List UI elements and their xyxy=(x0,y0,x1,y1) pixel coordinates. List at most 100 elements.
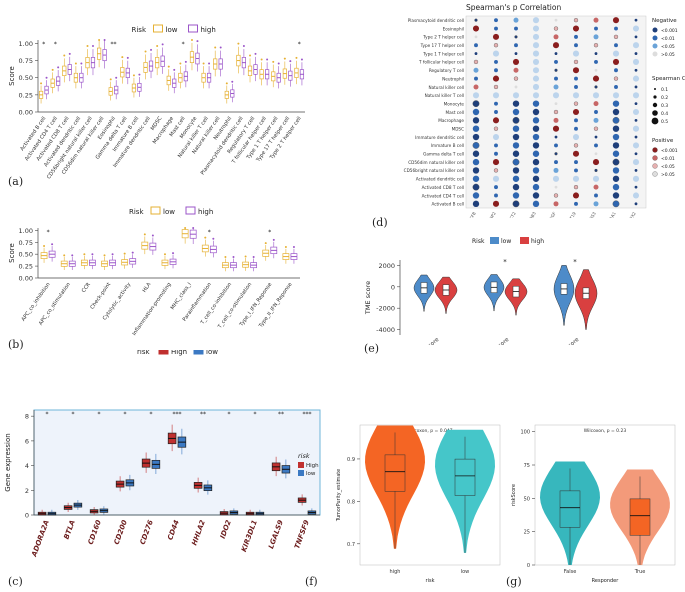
legend-positive-label: <0.05 xyxy=(661,164,675,170)
legend-negative-swatch xyxy=(652,27,658,33)
panel-label-c: (c) xyxy=(8,575,23,588)
correlation-dot xyxy=(514,85,518,89)
correlation-dot xyxy=(632,175,640,182)
correlation-dot xyxy=(594,168,598,173)
correlation-dot xyxy=(572,67,580,74)
outlier-high xyxy=(254,52,257,55)
correlation-dot xyxy=(472,25,480,32)
outlier-high xyxy=(115,76,118,79)
outlier-high xyxy=(51,243,54,246)
correlation-dot xyxy=(572,150,580,157)
row-label: Type 1 T helper cell xyxy=(422,51,464,56)
correlation-dot xyxy=(632,25,640,32)
outlier-low xyxy=(143,233,146,236)
panel-label-d: (d) xyxy=(372,216,388,229)
significance-mark: *** xyxy=(173,411,182,418)
correlation-dot xyxy=(574,34,578,39)
correlation-dot xyxy=(554,68,558,72)
correlation-dot xyxy=(634,52,638,55)
outlier-high xyxy=(196,40,199,43)
correlation-dot xyxy=(612,167,620,174)
row-label: CD56dim natural killer cell xyxy=(408,160,464,165)
outlier-high xyxy=(151,234,154,237)
legend-size-swatch xyxy=(651,117,659,125)
correlation-dot xyxy=(572,25,580,32)
x-tick-label: KIR3DL1 xyxy=(240,519,259,553)
correlation-dot xyxy=(554,59,558,64)
correlation-dot xyxy=(512,58,520,65)
x-tick-label: StromalScore xyxy=(408,337,441,345)
row-label: Type 17 T helper cell xyxy=(420,43,464,48)
correlation-dot xyxy=(634,35,638,39)
legend-positive-label: <0.001 xyxy=(661,148,678,154)
correlation-dot xyxy=(574,201,578,206)
correlation-dot xyxy=(554,185,558,189)
x-tick-label: TNFSF9 xyxy=(293,519,311,550)
correlation-dot xyxy=(574,43,578,48)
correlation-dot xyxy=(472,192,480,199)
correlation-dot xyxy=(472,125,480,132)
correlation-dot xyxy=(532,75,540,82)
correlation-dot xyxy=(472,92,480,99)
correlation-dot xyxy=(593,201,599,207)
outlier-low xyxy=(264,242,267,245)
legend-size-title: Spearman Correlation xyxy=(652,76,685,82)
x-tick-label: LGALS9 xyxy=(267,519,285,550)
outlier-low xyxy=(40,82,43,85)
significance-mark: * xyxy=(298,41,301,48)
correlation-dot xyxy=(494,143,498,148)
outlier-low xyxy=(83,253,86,256)
correlation-dot xyxy=(532,125,540,132)
significance-mark: * xyxy=(46,411,49,418)
correlation-dot xyxy=(594,85,598,89)
row-label: Immature B cell xyxy=(431,143,464,148)
legend-size-label: 0.3 xyxy=(661,103,668,109)
correlation-dot xyxy=(532,67,540,74)
x-axis-title: Responder xyxy=(592,578,620,584)
correlation-dot xyxy=(552,125,560,132)
correlation-dot xyxy=(532,17,540,24)
correlation-dot xyxy=(514,52,518,55)
outlier-high xyxy=(219,46,222,49)
y-tick-label: 0.50 xyxy=(19,74,33,82)
correlation-dot xyxy=(532,167,540,174)
row-label: Natural killer cell xyxy=(428,85,464,90)
correlation-dot xyxy=(612,183,620,191)
y-tick-label: 1.00 xyxy=(19,40,33,48)
correlation-dot xyxy=(472,175,480,182)
correlation-dot xyxy=(493,168,499,173)
legend-negative-title: Negative xyxy=(652,18,677,24)
correlation-dot xyxy=(553,167,559,173)
y-tick-label: 75 xyxy=(524,463,530,469)
correlation-dot xyxy=(572,108,580,116)
correlation-dot xyxy=(593,34,599,40)
correlation-dot xyxy=(593,17,599,23)
y-tick-label: 0.75 xyxy=(19,239,33,247)
row-label: Eosinophil xyxy=(443,26,464,31)
legend-label-low: low xyxy=(166,26,178,34)
correlation-dot xyxy=(494,185,498,190)
legend-title: Risk xyxy=(132,26,147,34)
correlation-dot xyxy=(553,84,559,90)
correlation-dot xyxy=(614,26,618,31)
outlier-low xyxy=(167,65,170,68)
significance-mark: *** xyxy=(303,411,312,418)
legend-size-swatch xyxy=(652,102,658,108)
violin-high-2 xyxy=(574,269,598,330)
legend-negative-swatch xyxy=(652,51,658,57)
legend-title: Risk xyxy=(472,238,485,245)
column-label: SLC2A1 xyxy=(604,211,617,218)
box-high xyxy=(384,454,406,492)
correlation-dot xyxy=(553,34,559,40)
significance-mark: * xyxy=(182,41,185,48)
legend-negative-label: <0.01 xyxy=(661,36,675,42)
x-tick-label: CD200 xyxy=(113,519,129,546)
correlation-dot xyxy=(532,183,540,191)
correlation-dot xyxy=(512,150,520,157)
correlation-dot xyxy=(632,42,640,49)
correlation-dot xyxy=(632,108,640,116)
legend-size-swatch xyxy=(653,95,657,99)
correlation-dot xyxy=(612,125,620,132)
column-label: CFB xyxy=(468,211,476,218)
row-label: Neutrophil xyxy=(442,76,464,81)
